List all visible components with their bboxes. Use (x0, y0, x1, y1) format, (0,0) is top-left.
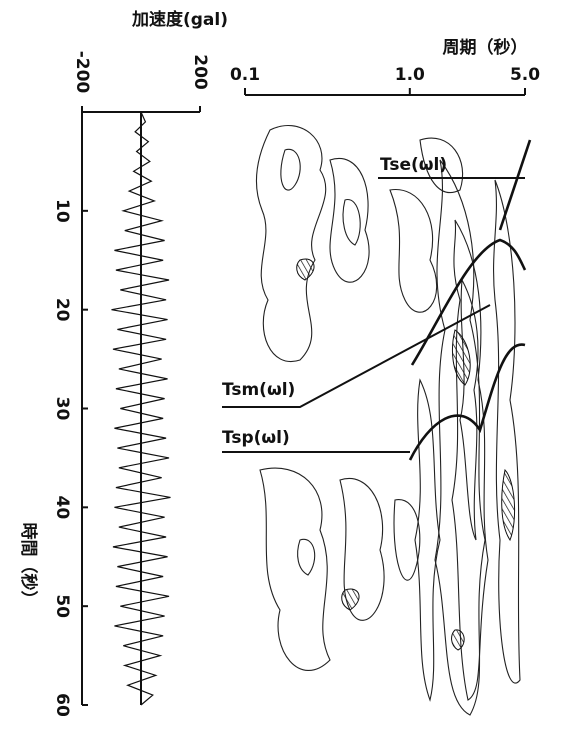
x-tick-label: 0.1 (230, 65, 260, 85)
x-tick-label: -200 (72, 51, 92, 94)
annotation-curve (498, 139, 532, 231)
y-tick-label: 20 (52, 298, 72, 322)
acceleration-trace (111, 111, 171, 706)
annotation: Tse(ωl) (380, 155, 447, 175)
x-tick-label: 5.0 (510, 65, 540, 85)
contours (255, 125, 521, 716)
annotation: Tsm(ωl) (222, 380, 295, 400)
y-tick-label: 10 (52, 199, 72, 223)
annotation: Tsp(ωl) (222, 428, 290, 448)
x-tick-label: 1.0 (395, 65, 425, 85)
y-tick-label: 40 (52, 495, 72, 519)
annotation-curve (408, 343, 526, 461)
y-tick-label: 30 (52, 397, 72, 421)
x-tick-label: 200 (190, 54, 210, 90)
y-tick-label: 60 (52, 693, 72, 717)
annotation-curve (410, 238, 527, 366)
time-label: 時間（秒） (18, 523, 39, 608)
y-tick-label: 50 (52, 594, 72, 618)
period-title: 周期（秒） (443, 37, 528, 58)
accel-title: 加速度(gal) (131, 9, 228, 30)
annotations: Tse(ωl) Tsm(ωl) Tsp(ωl) (222, 139, 532, 461)
